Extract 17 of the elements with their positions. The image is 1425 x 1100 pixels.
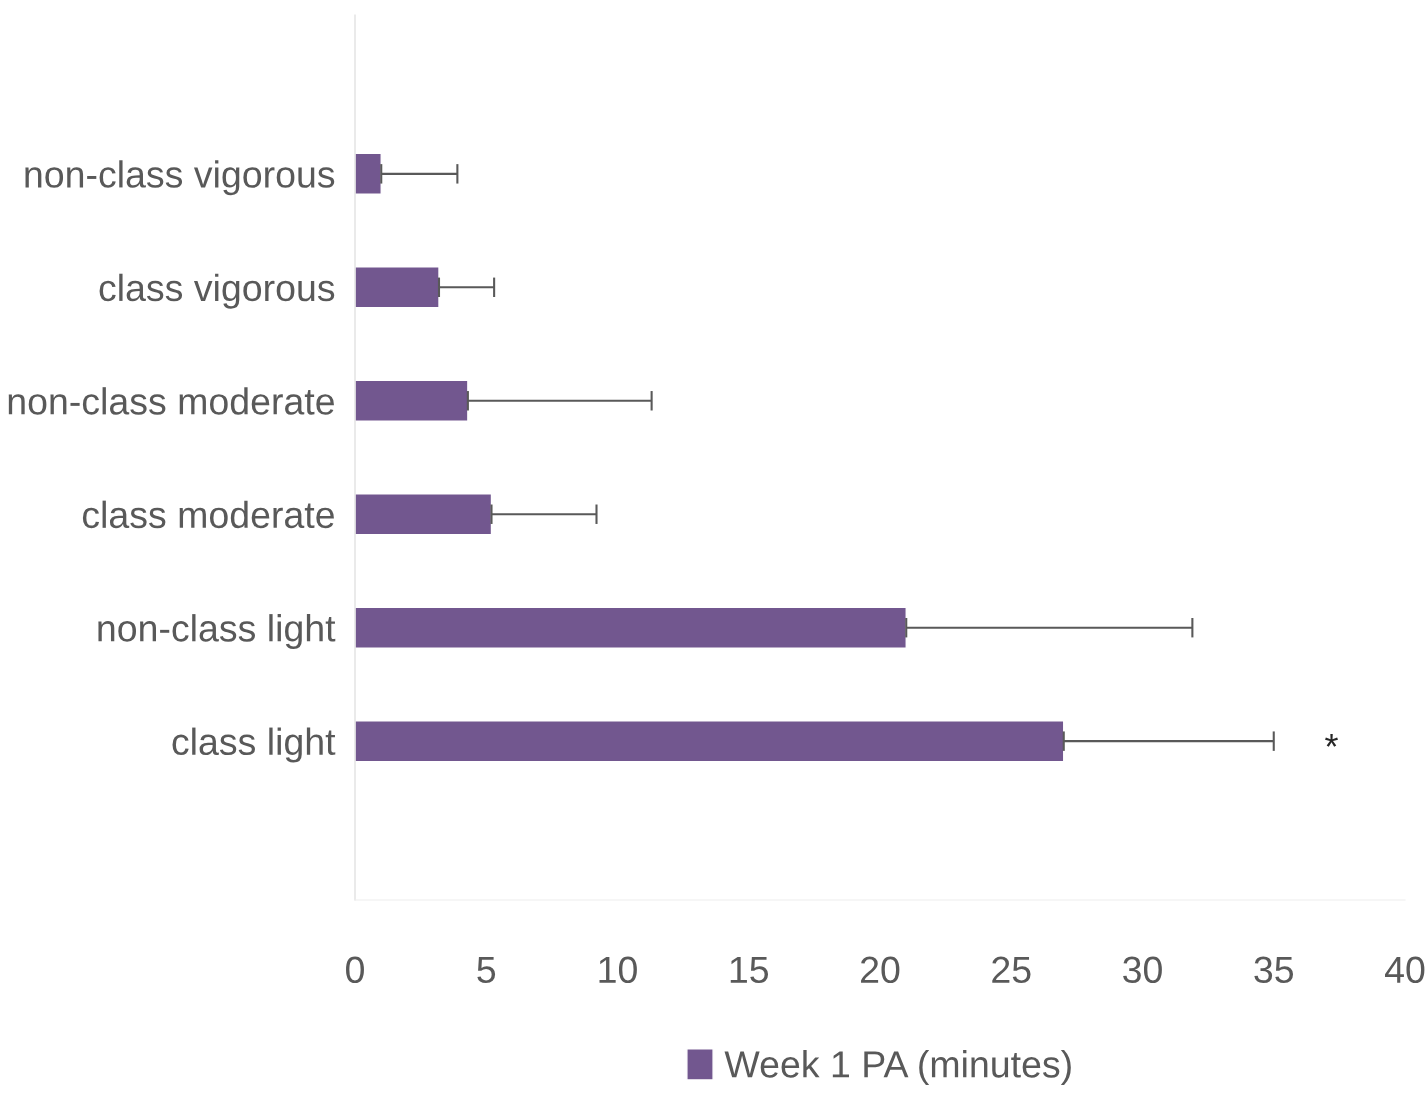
x-tick-label: 10: [599, 956, 637, 984]
x-tick-label: 30: [1123, 956, 1162, 984]
x-tick-label: 0: [346, 956, 364, 984]
y-tick-label: non-class moderate: [8, 387, 334, 415]
y-tick-label: class vigorous: [99, 273, 335, 309]
y-tick-label: class light: [172, 727, 336, 763]
x-tick-label: 25: [992, 956, 1031, 984]
y-tick-label: non-class vigorous: [25, 160, 335, 196]
x-tick-label: 5: [477, 956, 496, 984]
x-tick-label: 35: [1254, 956, 1294, 984]
y-tick-label: non-class light: [98, 614, 336, 650]
x-tick-label: 40: [1385, 956, 1425, 984]
x-tick-label: 20: [861, 956, 900, 984]
y-tick-label: class moderate: [82, 500, 334, 529]
legend-label: Week 1 PA (minutes): [724, 1050, 1071, 1086]
x-tick-label: 15: [730, 956, 769, 984]
annotation: *: [1325, 734, 1338, 747]
